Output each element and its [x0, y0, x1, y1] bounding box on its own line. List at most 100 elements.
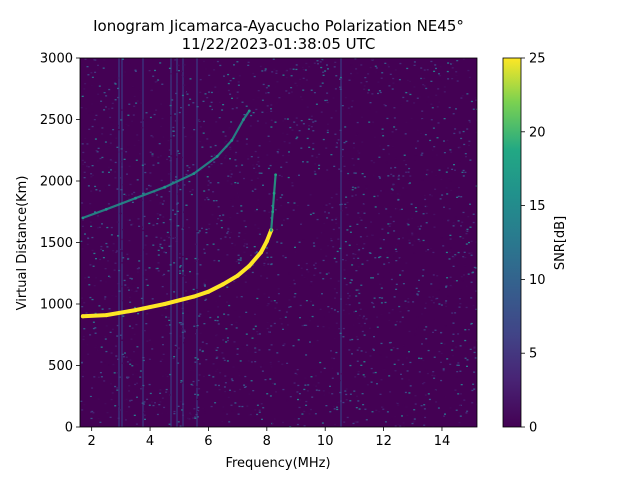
noise-speck — [258, 411, 261, 413]
noise-speck — [208, 91, 210, 93]
noise-speck — [119, 334, 122, 336]
noise-speck — [100, 376, 103, 378]
noise-speck — [333, 408, 336, 410]
noise-speck — [259, 366, 262, 368]
noise-speck — [255, 108, 258, 111]
noise-speck — [191, 384, 194, 386]
trace-2-point — [163, 185, 167, 189]
noise-speck — [86, 143, 89, 145]
noise-speck — [257, 179, 260, 181]
noise-speck — [129, 363, 132, 365]
noise-speck — [473, 346, 476, 348]
noise-speck — [423, 329, 426, 331]
noise-speck — [320, 111, 323, 113]
noise-speck — [362, 247, 365, 250]
noise-speck — [126, 377, 129, 379]
noise-speck — [206, 97, 209, 99]
noise-speck — [103, 59, 106, 61]
noise-speck — [402, 174, 405, 176]
noise-speck — [129, 400, 132, 402]
noise-speck — [363, 212, 366, 214]
noise-speck — [305, 324, 308, 326]
noise-speck — [170, 73, 173, 75]
noise-speck — [197, 394, 200, 396]
noise-speck — [309, 317, 312, 319]
noise-speck — [367, 92, 369, 94]
noise-speck — [355, 134, 358, 136]
noise-speck — [312, 121, 315, 123]
noise-speck — [388, 153, 391, 155]
noise-speck — [439, 66, 442, 68]
noise-speck — [128, 219, 131, 221]
noise-speck — [204, 411, 206, 414]
noise-speck — [201, 350, 204, 352]
noise-speck — [179, 265, 182, 267]
noise-speck — [352, 422, 355, 425]
noise-speck — [399, 311, 402, 313]
noise-speck — [281, 141, 284, 143]
noise-speck — [251, 190, 254, 192]
noise-speck — [284, 243, 287, 245]
noise-speck — [293, 382, 296, 384]
noise-speck — [247, 360, 250, 362]
noise-speck — [359, 236, 362, 238]
noise-speck — [168, 223, 171, 225]
noise-speck — [445, 285, 448, 287]
noise-speck — [451, 255, 454, 258]
noise-speck — [405, 406, 408, 408]
noise-speck — [231, 379, 234, 382]
noise-speck — [407, 182, 410, 185]
noise-speck — [470, 322, 473, 325]
noise-speck — [443, 140, 445, 142]
noise-speck — [229, 151, 232, 154]
noise-speck — [316, 325, 319, 327]
noise-speck — [197, 232, 200, 234]
noise-speck — [308, 125, 311, 127]
noise-speck — [176, 210, 179, 212]
noise-speck — [447, 62, 450, 64]
noise-speck — [364, 351, 367, 353]
noise-speck — [132, 85, 134, 88]
noise-speck — [277, 148, 280, 151]
noise-speck — [408, 92, 411, 94]
noise-speck — [187, 104, 190, 106]
noise-speck — [464, 153, 467, 155]
noise-speck — [454, 255, 456, 257]
noise-speck — [276, 352, 279, 354]
noise-speck — [422, 154, 425, 156]
noise-speck — [286, 399, 289, 402]
noise-speck — [362, 238, 365, 240]
noise-speck — [431, 171, 434, 173]
noise-speck — [220, 163, 223, 165]
y-tick-label: 500 — [48, 359, 73, 374]
noise-speck — [289, 306, 292, 308]
noise-speck — [440, 304, 443, 306]
noise-speck — [101, 308, 104, 310]
noise-speck — [466, 410, 469, 412]
noise-speck — [182, 127, 185, 129]
noise-speck — [442, 369, 445, 372]
noise-speck — [202, 127, 205, 129]
noise-speck — [413, 409, 416, 411]
noise-speck — [254, 188, 257, 190]
noise-speck — [266, 327, 269, 330]
noise-speck — [446, 139, 449, 142]
noise-speck — [244, 233, 247, 235]
noise-speck — [244, 375, 247, 378]
noise-speck — [118, 376, 121, 378]
noise-speck — [423, 194, 426, 197]
noise-speck — [418, 357, 420, 359]
noise-speck — [128, 406, 131, 408]
noise-speck — [202, 408, 205, 410]
noise-speck — [426, 69, 429, 71]
noise-speck — [456, 371, 459, 373]
noise-speck — [91, 76, 94, 78]
noise-speck — [448, 177, 451, 180]
noise-speck — [393, 107, 396, 109]
trace-0-point — [104, 313, 109, 318]
noise-speck — [417, 326, 420, 328]
noise-speck — [467, 329, 470, 331]
noise-speck — [349, 113, 352, 115]
noise-speck — [81, 248, 84, 250]
noise-speck — [113, 269, 116, 271]
